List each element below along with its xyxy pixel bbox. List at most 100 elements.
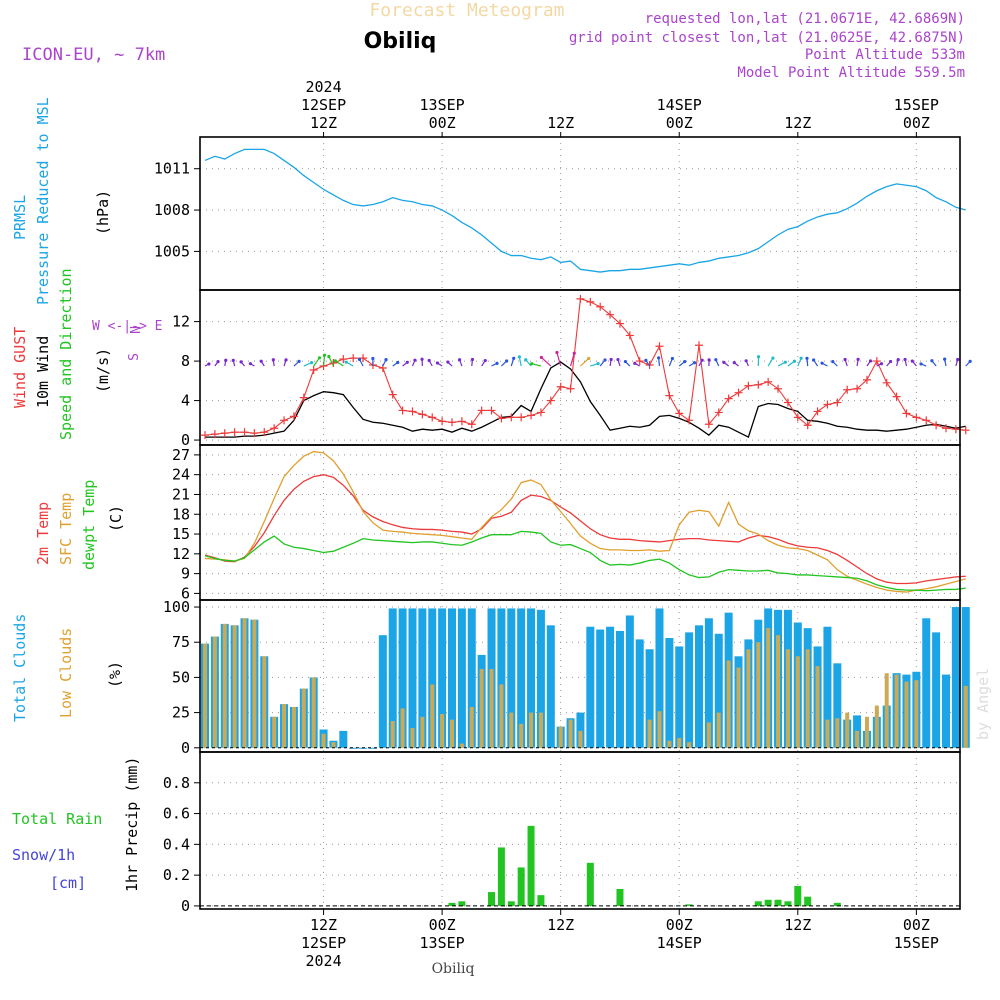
wind-arrow-head — [596, 362, 600, 366]
low-cloud-bar — [578, 730, 583, 748]
time-label-bottom: 00Z — [429, 916, 456, 934]
wind-direction-arrow — [328, 356, 334, 367]
gust-marker — [339, 355, 348, 364]
wind-arrow-head — [384, 358, 388, 362]
wind-arrow-head — [792, 359, 797, 363]
wind-arrow-head — [692, 361, 697, 365]
gust-marker — [299, 393, 308, 402]
y-tick-label: 0.2 — [163, 866, 190, 884]
rain-bar — [448, 902, 456, 906]
low-cloud-bar — [914, 680, 919, 748]
gust-marker — [289, 412, 298, 421]
wind-arrow-head — [910, 359, 914, 363]
gust-marker — [902, 409, 911, 418]
gust-marker — [586, 297, 595, 306]
time-label-top: 14SEP — [657, 96, 702, 114]
wind-arrow-head — [805, 356, 809, 360]
total-cloud-bar — [922, 618, 931, 748]
wind-arrow-head — [856, 357, 860, 361]
gust-marker — [576, 294, 585, 303]
rain-bar — [507, 901, 515, 906]
wind-arrow-head — [843, 357, 847, 362]
low-clouds-label: Low Clouds — [57, 628, 75, 718]
gust-marker — [872, 357, 881, 366]
dewpt-label: dewpt Temp — [80, 480, 98, 570]
low-cloud-bar — [222, 623, 227, 748]
gust-marker — [843, 385, 852, 394]
total-cloud-bar — [527, 608, 536, 748]
gust-marker — [892, 392, 901, 401]
wind-arrow-head — [517, 355, 521, 359]
low-cloud-bar — [884, 673, 889, 748]
gust-marker — [754, 380, 763, 389]
low-cloud-bar — [766, 628, 771, 748]
gust-marker — [497, 414, 506, 423]
gust-marker — [734, 388, 743, 397]
gust-marker — [704, 420, 713, 429]
low-cloud-bar — [519, 723, 524, 748]
low-cloud-bar — [272, 716, 277, 748]
time-label-bottom: 2024 — [305, 952, 341, 970]
low-cloud-bar — [716, 712, 721, 748]
wind-arrow-head — [512, 356, 516, 360]
total-cloud-bar — [368, 747, 377, 749]
gust-marker — [942, 424, 950, 433]
gust-marker — [813, 407, 822, 416]
wind-arrow-head — [903, 357, 907, 362]
rain-bar — [804, 896, 812, 906]
wind-arrow-head — [644, 358, 648, 362]
wind-arrow-head — [309, 361, 314, 365]
gust-marker — [596, 302, 605, 311]
y-tick-label: 0.8 — [163, 774, 190, 792]
panel-frame — [199, 751, 961, 910]
y-tick-label: 12 — [172, 545, 190, 563]
gust-marker — [862, 375, 871, 384]
gust-marker — [625, 331, 634, 340]
wind-arrow-head — [239, 360, 243, 364]
wind-arrow-head — [555, 350, 559, 355]
total-cloud-bar — [408, 608, 417, 748]
y-tick-label: 0 — [181, 739, 190, 757]
wind-arrow-head — [771, 356, 775, 360]
total-clouds-label: Total Clouds — [11, 614, 29, 722]
wind-arrow-head — [530, 362, 534, 366]
wind-arrow-head — [943, 357, 947, 361]
low-cloud-bar — [706, 722, 711, 748]
low-cloud-bar — [726, 660, 731, 748]
low-cloud-bar — [746, 649, 751, 748]
wind-arrow-head — [435, 361, 440, 365]
low-cloud-bar — [212, 636, 217, 748]
total-cloud-bar — [517, 608, 526, 748]
y-tick-label: 12 — [172, 313, 190, 331]
gust-marker — [487, 406, 496, 415]
gust-marker — [655, 342, 664, 351]
gust-marker — [477, 406, 486, 415]
total-cloud-bar — [448, 608, 456, 748]
y-tick-label: 27 — [172, 446, 190, 464]
total-cloud-bar — [596, 629, 605, 748]
y-tick-label: 25 — [172, 704, 190, 722]
low-cloud-bar — [331, 742, 336, 748]
wind-arrow-head — [744, 359, 748, 363]
rain-bar — [586, 862, 594, 906]
gust-marker — [685, 416, 694, 425]
gust-marker — [270, 424, 279, 433]
wind-arrow-head — [248, 362, 252, 366]
gust-marker — [280, 416, 289, 425]
gust-marker — [517, 413, 526, 422]
compass-south: S — [127, 353, 142, 361]
rain-bar — [833, 902, 841, 906]
total-cloud-bar — [497, 608, 506, 748]
low-cloud-bar — [805, 649, 810, 748]
gust-marker — [527, 411, 536, 420]
pressure-label-1: PRMSL — [11, 195, 29, 240]
model-name: ICON-EU, ~ 7km — [22, 45, 165, 65]
gust-marker — [803, 421, 812, 430]
temp2m-label: 2m Temp — [34, 502, 52, 565]
wind-direction-arrow — [569, 353, 575, 367]
low-cloud-bar — [687, 742, 692, 748]
wind-arrow-head — [657, 356, 661, 360]
total-cloud-bar — [507, 608, 516, 748]
low-cloud-bar — [469, 706, 474, 748]
